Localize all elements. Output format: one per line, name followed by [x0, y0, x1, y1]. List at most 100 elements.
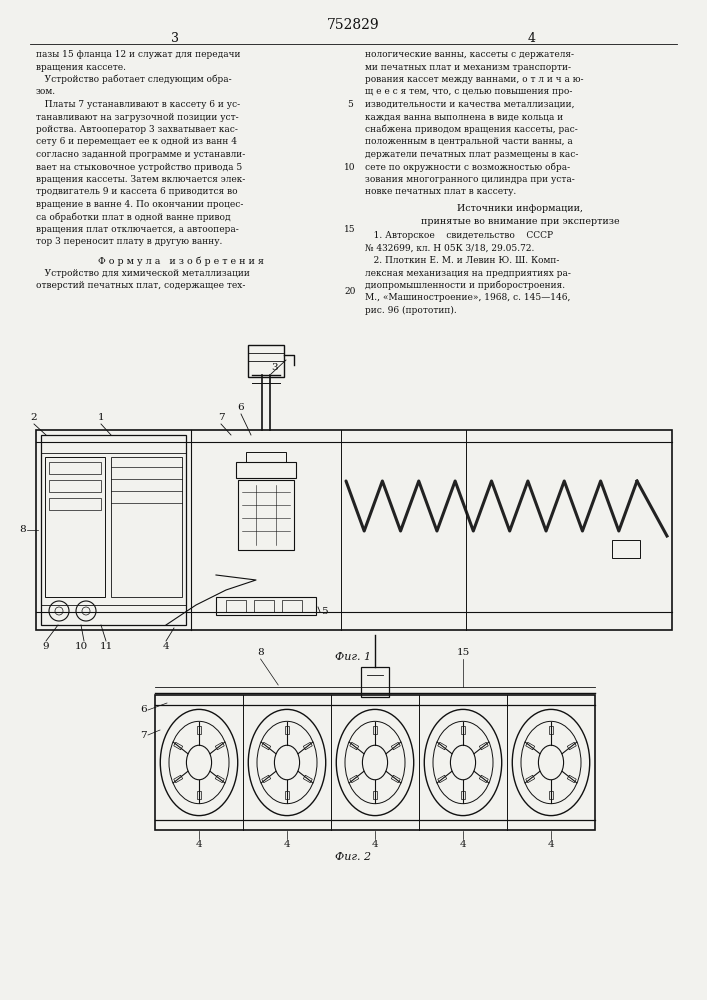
Text: 11: 11 [100, 642, 112, 651]
Bar [45, 457, 105, 597]
Text: 2: 2 [30, 413, 37, 422]
Text: 1: 1 [98, 413, 105, 422]
Bar [392, 775, 400, 783]
Bar [41, 435, 186, 625]
Text: вращение в ванне 4. По окончании процес-: вращение в ванне 4. По окончании процес- [36, 200, 243, 209]
Text: 10: 10 [344, 162, 356, 172]
Bar [262, 775, 271, 783]
Text: 6: 6 [141, 706, 147, 714]
Bar [49, 498, 101, 510]
Text: 15: 15 [457, 648, 469, 657]
Bar [254, 600, 274, 612]
Bar [567, 775, 576, 783]
Text: Источники информации,: Источники информации, [457, 204, 583, 213]
Bar [549, 791, 553, 799]
Bar [392, 742, 400, 750]
Bar [236, 462, 296, 478]
Text: 2. Плоткин Е. М. и Левин Ю. Ш. Комп-: 2. Плоткин Е. М. и Левин Ю. Ш. Комп- [365, 256, 559, 265]
Text: Фиг. 1: Фиг. 1 [335, 652, 371, 662]
Bar [248, 345, 284, 377]
Text: сету 6 и перемещает ее к одной из ванн 4: сету 6 и перемещает ее к одной из ванн 4 [36, 137, 237, 146]
Text: пазы 15 фланца 12 и служат для передачи: пазы 15 фланца 12 и служат для передачи [36, 50, 240, 59]
Bar [438, 775, 447, 783]
Text: рования кассет между ваннами, о т л и ч а ю-: рования кассет между ваннами, о т л и ч … [365, 75, 583, 84]
Bar [262, 742, 271, 750]
Text: 5: 5 [347, 100, 353, 109]
Bar [285, 726, 289, 734]
Text: Устройство работает следующим обра-: Устройство работает следующим обра- [36, 75, 232, 85]
Bar [174, 775, 182, 783]
Bar [197, 726, 201, 734]
Bar [479, 742, 489, 750]
Text: диопромышленности и приборостроения.: диопромышленности и приборостроения. [365, 281, 565, 290]
Text: 4: 4 [196, 840, 202, 849]
Text: щ е е с я тем, что, с целью повышения про-: щ е е с я тем, что, с целью повышения пр… [365, 88, 573, 97]
Text: каждая ванна выполнена в виде кольца и: каждая ванна выполнена в виде кольца и [365, 112, 563, 121]
Text: снабжена приводом вращения кассеты, рас-: снабжена приводом вращения кассеты, рас- [365, 125, 578, 134]
Bar [226, 600, 246, 612]
Bar [285, 791, 289, 799]
Text: новке печатных плат в кассету.: новке печатных плат в кассету. [365, 188, 516, 196]
Text: нологические ванны, кассеты с держателя-: нологические ванны, кассеты с держателя- [365, 50, 574, 59]
Bar [238, 480, 294, 550]
Text: изводительности и качества металлизации,: изводительности и качества металлизации, [365, 100, 575, 109]
Text: отверстий печатных плат, содержащее тех-: отверстий печатных плат, содержащее тех- [36, 282, 245, 290]
Bar [350, 775, 358, 783]
Text: 8: 8 [19, 526, 26, 534]
Bar [49, 480, 101, 492]
Bar [361, 667, 389, 697]
Text: 1. Авторское    свидетельство    СССР: 1. Авторское свидетельство СССР [365, 231, 553, 240]
Text: зом.: зом. [36, 88, 56, 97]
Bar [174, 742, 182, 750]
Bar [350, 742, 358, 750]
Text: М., «Машиностроение», 1968, с. 145—146,: М., «Машиностроение», 1968, с. 145—146, [365, 294, 571, 302]
Text: принятые во внимание при экспертизе: принятые во внимание при экспертизе [421, 217, 619, 226]
Text: Платы 7 устанавливают в кассету 6 и ус-: Платы 7 устанавливают в кассету 6 и ус- [36, 100, 240, 109]
Text: 752829: 752829 [327, 18, 380, 32]
Bar [111, 457, 182, 597]
Text: 4: 4 [460, 840, 467, 849]
Text: согласно заданной программе и устанавли-: согласно заданной программе и устанавли- [36, 150, 245, 159]
Bar [461, 791, 465, 799]
Bar [479, 775, 489, 783]
Bar [373, 791, 377, 799]
Text: зования многогранного цилиндра при уста-: зования многогранного цилиндра при уста- [365, 175, 575, 184]
Text: тор 3 переносит плату в другую ванну.: тор 3 переносит плату в другую ванну. [36, 237, 223, 246]
Bar [461, 726, 465, 734]
Bar [526, 775, 534, 783]
Text: 9: 9 [42, 642, 49, 651]
Text: вает на стыковочное устройство привода 5: вает на стыковочное устройство привода 5 [36, 162, 243, 172]
Text: 3: 3 [271, 363, 278, 372]
Bar [216, 742, 224, 750]
Text: вращения кассеты. Затем включается элек-: вращения кассеты. Затем включается элек- [36, 175, 245, 184]
Text: вращения плат отключается, а автоопера-: вращения плат отключается, а автоопера- [36, 225, 239, 234]
Text: 20: 20 [344, 288, 356, 296]
Bar [36, 430, 672, 630]
Text: 10: 10 [74, 642, 88, 651]
Bar [246, 452, 286, 462]
Text: тродвигатель 9 и кассета 6 приводится во: тродвигатель 9 и кассета 6 приводится во [36, 188, 238, 196]
Bar [526, 742, 534, 750]
Bar [303, 775, 312, 783]
Text: положенным в центральной части ванны, а: положенным в центральной части ванны, а [365, 137, 573, 146]
Text: Устройство для химической металлизации: Устройство для химической металлизации [36, 269, 250, 278]
Text: рис. 96 (прототип).: рис. 96 (прототип). [365, 306, 457, 315]
Bar [373, 726, 377, 734]
Text: 7: 7 [218, 413, 224, 422]
Bar [438, 742, 447, 750]
Text: сете по окружности с возможностью обра-: сете по окружности с возможностью обра- [365, 162, 570, 172]
Bar [612, 540, 640, 558]
Bar [567, 742, 576, 750]
Text: ми печатных плат и механизм транспорти-: ми печатных плат и механизм транспорти- [365, 62, 571, 72]
Bar [216, 775, 224, 783]
Text: 7: 7 [141, 730, 147, 740]
Text: лексная механизация на предприятиях ра-: лексная механизация на предприятиях ра- [365, 268, 571, 277]
Text: 15: 15 [344, 225, 356, 234]
Text: 4: 4 [548, 840, 554, 849]
Text: № 432699, кл. Н 05К 3/18, 29.05.72.: № 432699, кл. Н 05К 3/18, 29.05.72. [365, 243, 534, 252]
Text: 4: 4 [372, 840, 378, 849]
Text: 4: 4 [284, 840, 291, 849]
Text: 5: 5 [321, 607, 327, 616]
Bar [282, 600, 302, 612]
Text: 4: 4 [163, 642, 169, 651]
